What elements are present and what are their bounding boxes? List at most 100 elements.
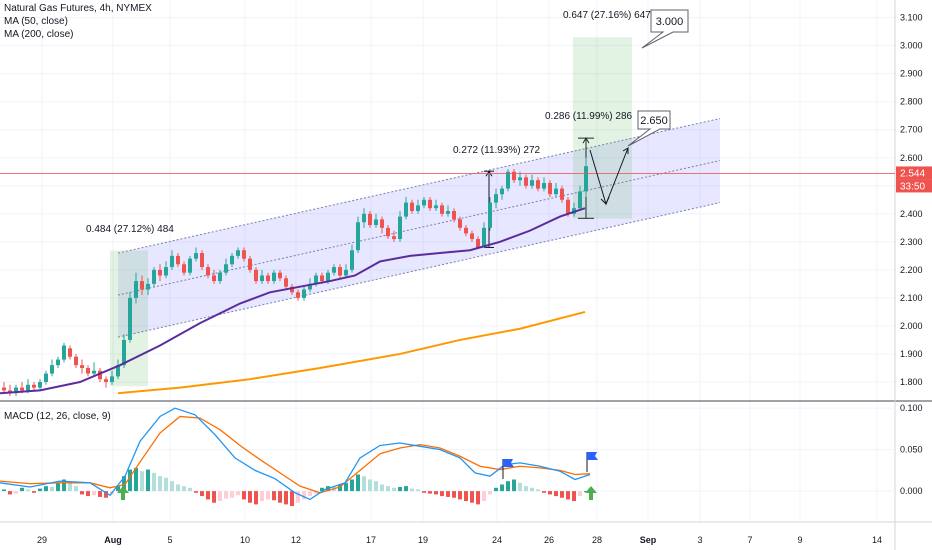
- macd-pane: [0, 407, 895, 507]
- measure-label: 0.286 (11.99%) 286: [545, 111, 633, 122]
- candle-body: [260, 275, 264, 282]
- macd-histogram-bar: [284, 491, 288, 505]
- macd-histogram-bar: [506, 481, 510, 492]
- candle-body: [92, 370, 96, 374]
- macd-histogram-bar: [38, 488, 42, 492]
- candle-body: [176, 255, 180, 265]
- candle-body: [542, 182, 546, 189]
- candle-body: [116, 365, 120, 377]
- projection-arrowhead: [622, 147, 629, 154]
- candle-body: [440, 205, 444, 214]
- time-tick-label: Sep: [640, 535, 657, 545]
- candle-body: [188, 258, 192, 273]
- candle-body: [296, 292, 300, 298]
- candle-body: [530, 180, 534, 186]
- candle-body: [488, 202, 492, 228]
- macd-histogram-bar: [350, 479, 354, 492]
- macd-histogram-bar: [254, 491, 258, 505]
- target-2650-label: 2.650: [640, 115, 668, 127]
- macd-histogram-bar: [542, 491, 546, 493]
- moving-averages: [0, 172, 895, 395]
- channel-upper-line: [117, 118, 721, 254]
- macd-tick-label: 0.000: [900, 486, 923, 496]
- macd-histogram-bar: [314, 491, 318, 494]
- macd-histogram-bar: [116, 486, 120, 492]
- time-tick-label: 17: [366, 535, 376, 545]
- macd-histogram-bar: [206, 491, 210, 500]
- macd-histogram-bar: [554, 491, 558, 497]
- macd-histogram-bar: [500, 484, 504, 492]
- annotations: 0.484 (27.12%) 484 0.272 (11.93%) 272 0.28…: [86, 9, 689, 235]
- candle-body: [224, 264, 228, 273]
- price-tick-label: 3.000: [900, 41, 923, 51]
- macd-histogram-bar: [434, 491, 438, 495]
- macd-histogram-bar: [266, 491, 270, 500]
- target-2650-bubble: [627, 110, 671, 147]
- candle-body: [338, 267, 342, 276]
- time-tick-label: 10: [240, 535, 250, 545]
- candle-body: [332, 267, 336, 273]
- macd-histogram-bar: [452, 491, 456, 498]
- macd-histogram-bar: [374, 481, 378, 492]
- target-3000-label: 3.000: [656, 16, 684, 28]
- countdown-badge: [896, 179, 932, 193]
- measure-label: 0.484 (27.12%) 484: [86, 224, 174, 235]
- candle-body: [230, 255, 234, 265]
- price-tick-label: 1.800: [900, 377, 923, 387]
- candle-body: [236, 250, 240, 256]
- chart-title: Natural Gas Futures, 4h, NYMEX: [4, 3, 152, 14]
- candle-body: [206, 267, 210, 276]
- time-tick-label: 7: [747, 535, 752, 545]
- candle-body: [194, 253, 198, 259]
- candle-body: [584, 166, 588, 192]
- macd-histogram-bar: [8, 491, 12, 495]
- chart-legend: Natural Gas Futures, 4h, NYMEX MA (50, c…: [4, 2, 152, 41]
- candle-body: [248, 258, 252, 270]
- macd-histogram-bar: [428, 491, 432, 494]
- macd-histogram-bar: [524, 486, 528, 492]
- price-tick-label: 2.100: [900, 293, 923, 303]
- time-tick-label: 12: [291, 535, 301, 545]
- candle-body: [50, 365, 54, 374]
- candle-body: [524, 177, 528, 186]
- macd-histogram-bar: [170, 481, 174, 492]
- macd-histogram-bar: [566, 491, 570, 500]
- candle-body: [452, 211, 456, 220]
- candle-body: [416, 205, 420, 212]
- price-tick-label: 2.300: [900, 237, 923, 247]
- overlays: [110, 37, 721, 387]
- measure-label: 0.272 (11.93%) 272: [453, 145, 541, 156]
- macd-histogram-bar: [296, 491, 300, 503]
- price-tick-label: 2.600: [900, 153, 923, 163]
- candle-body: [212, 275, 216, 282]
- candle-body: [566, 199, 570, 214]
- candle-body: [62, 345, 66, 360]
- macd-histogram-bar: [362, 476, 366, 492]
- candle-body: [350, 250, 354, 270]
- macd-histogram-bar: [338, 484, 342, 492]
- ma200-legend: MA (200, close): [4, 29, 74, 40]
- candle-body: [380, 219, 384, 228]
- candle-body: [308, 283, 312, 290]
- macd-tick-label: 0.100: [900, 403, 923, 413]
- macd-histogram-bar: [248, 491, 252, 503]
- macd-histogram-bar: [470, 491, 474, 503]
- candle-body: [104, 379, 108, 382]
- macd-histogram-bar: [302, 491, 306, 500]
- macd-signal-line: [0, 415, 591, 494]
- macd-histogram-bar: [344, 482, 348, 492]
- macd-histogram-bar: [578, 491, 582, 497]
- macd-histogram-bar: [518, 482, 522, 492]
- candle-body: [80, 365, 84, 368]
- candle-body: [500, 188, 504, 195]
- price-tick-label: 2.800: [900, 97, 923, 107]
- measure-arrow: [582, 137, 590, 144]
- macd-histogram-bar: [560, 491, 564, 498]
- candle-body: [290, 286, 294, 293]
- candle-body: [272, 272, 276, 282]
- macd-histogram-bar: [356, 474, 360, 492]
- candle-body: [242, 250, 246, 259]
- macd-histogram-bar: [392, 487, 396, 492]
